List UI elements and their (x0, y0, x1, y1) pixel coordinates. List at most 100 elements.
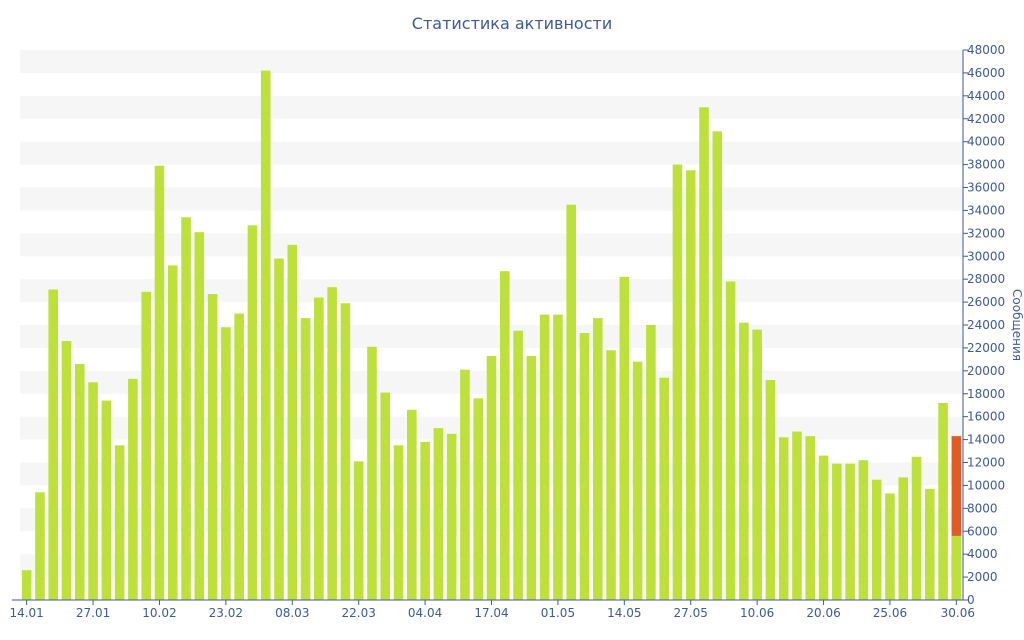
bar (367, 346, 377, 600)
bar (539, 314, 550, 600)
grid-band (20, 50, 963, 73)
bars (21, 70, 962, 601)
bar (181, 217, 191, 600)
y-tick-label: 18000 (967, 387, 1005, 401)
y-tick-label: 8000 (967, 501, 998, 515)
bar (473, 398, 483, 600)
bar (128, 378, 138, 600)
bar (911, 456, 922, 600)
chart-title: Статистика активности (411, 14, 613, 33)
y-tick-label: 16000 (967, 410, 1005, 424)
bar (553, 314, 563, 600)
x-tick-label: 27.01 (76, 606, 110, 620)
bar (353, 461, 364, 600)
y-tick-label: 6000 (967, 524, 998, 538)
bar (739, 322, 749, 600)
bar (818, 455, 829, 600)
y-tick-label: 48000 (967, 43, 1005, 57)
y-tick-label: 32000 (967, 226, 1005, 240)
bar (606, 350, 616, 600)
grid-band (20, 187, 963, 211)
x-tick-label: 17.04 (474, 606, 508, 620)
bar (765, 380, 776, 600)
y-axis: 0 2000 4000 6000 8000 10000 12000 14000 16000 180… (962, 43, 1005, 607)
bar (154, 165, 165, 600)
y-tick-label: 44000 (967, 89, 1005, 103)
bar (646, 325, 656, 600)
bar (486, 355, 497, 600)
x-tick-label: 14.01 (9, 606, 43, 620)
y-tick-label: 14000 (967, 433, 1005, 447)
bar (327, 287, 337, 600)
bar (300, 318, 311, 600)
bar (672, 164, 683, 601)
x-tick-label: 23.02 (209, 606, 243, 620)
bar (659, 377, 669, 600)
y-tick-label: 38000 (967, 158, 1005, 172)
bar (21, 570, 32, 600)
y-tick-label: 12000 (967, 456, 1005, 470)
bar (420, 441, 430, 600)
bar (951, 535, 962, 600)
bar (314, 297, 324, 600)
bar (845, 463, 855, 600)
bar (446, 433, 457, 600)
bar (592, 318, 603, 600)
x-tick-label: 01.05 (541, 606, 575, 620)
bar (407, 409, 417, 600)
x-tick-label: 10.06 (740, 606, 774, 620)
bar (500, 271, 510, 600)
y-tick-label: 28000 (967, 272, 1005, 286)
bar (61, 341, 72, 600)
bar (579, 333, 590, 600)
y-tick-label: 24000 (967, 318, 1005, 332)
x-tick-label: 04.04 (408, 606, 442, 620)
bar (221, 327, 231, 600)
bar (619, 276, 630, 600)
y-tick-label: 10000 (967, 478, 1005, 492)
bar (752, 329, 762, 600)
bar (234, 313, 244, 600)
y-tick-label: 0 (967, 593, 975, 607)
bar (566, 204, 576, 600)
bar (35, 492, 45, 600)
bar (832, 463, 842, 600)
x-tick-label: 25.06 (873, 606, 907, 620)
x-tick-label: 20.06 (806, 606, 840, 620)
bar (433, 428, 444, 600)
x-tick-label: 22.03 (342, 606, 376, 620)
bar (805, 436, 816, 600)
grid-band (20, 95, 963, 119)
bar (871, 479, 882, 600)
bar (393, 445, 404, 600)
y-tick-label: 46000 (967, 66, 1005, 80)
bar (74, 363, 85, 600)
bar (114, 445, 125, 600)
bar (207, 294, 218, 600)
bar (712, 131, 723, 600)
bar (938, 402, 948, 600)
y-tick-label: 22000 (967, 341, 1005, 355)
x-tick-label: 30.06 (941, 606, 975, 620)
bar (632, 361, 643, 600)
y-tick-label: 26000 (967, 295, 1005, 309)
bar (778, 437, 789, 600)
y-tick-label: 20000 (967, 364, 1005, 378)
x-tick-label: 27.05 (674, 606, 708, 620)
bar (898, 477, 909, 600)
y-tick-label: 40000 (967, 135, 1005, 149)
bar (725, 281, 736, 600)
bar (685, 170, 696, 600)
bar (460, 369, 470, 600)
bar (858, 460, 869, 600)
bar-highlight (951, 436, 962, 600)
y-tick-label: 2000 (967, 570, 998, 584)
bar (380, 392, 391, 600)
bar (247, 225, 258, 600)
bar (48, 289, 58, 600)
bar (287, 244, 298, 600)
bar (526, 355, 537, 600)
bar (167, 265, 178, 600)
